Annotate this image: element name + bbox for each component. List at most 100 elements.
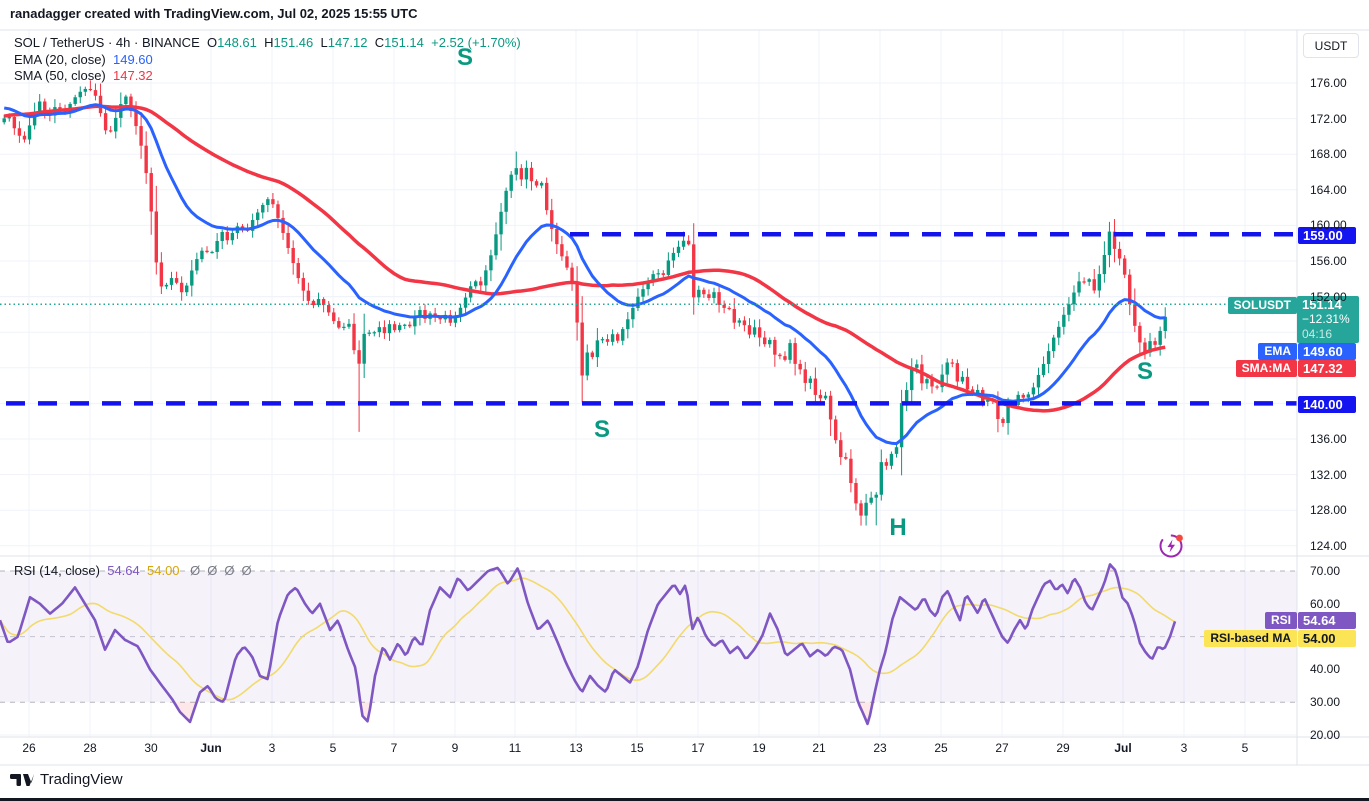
- rsi-legend-value: 54.64: [107, 563, 140, 578]
- price-change-percent: −12.31%: [1302, 312, 1350, 326]
- ohlc-close: 151.14: [384, 35, 424, 50]
- time-tick-label: 11: [508, 741, 522, 755]
- ema-legend[interactable]: EMA (20, close) 149.60: [14, 52, 153, 67]
- ema-axis-tag: EMA: [1258, 343, 1297, 360]
- upper-level-price-badge: 159.00: [1298, 227, 1356, 244]
- legend-separator: ·: [107, 35, 116, 50]
- sma-legend-label: SMA (50, close): [14, 68, 106, 83]
- time-tick-label: 27: [995, 741, 1009, 755]
- sma-50-line: [3, 104, 1166, 413]
- price-tick-label: 124.00: [1310, 538, 1347, 553]
- time-tick-label: 13: [569, 741, 583, 755]
- time-tick-label: 19: [752, 741, 766, 755]
- rsi-tag-label: RSI: [1264, 612, 1297, 629]
- gridlines: [0, 30, 1297, 737]
- rsi-value-badge: 54.64: [1298, 612, 1356, 629]
- symbol-tag-label: SOLUSDT: [1227, 297, 1297, 314]
- symbol-exchange: BINANCE: [141, 35, 200, 50]
- time-tick-label: 3: [1180, 741, 1188, 755]
- time-tick-label: Jun: [200, 741, 222, 755]
- rsi-legend-label: RSI (14, close): [14, 563, 100, 578]
- sma-value-badge: 147.32: [1298, 360, 1356, 377]
- bottom-border-bar: [0, 798, 1369, 801]
- candlestick-series: [2, 80, 1167, 526]
- ema-20-line: [3, 103, 1166, 446]
- time-tick-label: Jul: [1114, 741, 1132, 755]
- time-tick-label: 9: [451, 741, 459, 755]
- rsi-tick-label: 20.00: [1310, 728, 1341, 742]
- ohlc-low-label: L: [320, 35, 328, 50]
- price-tick-label: 164.00: [1310, 182, 1347, 197]
- time-tick-label: 28: [83, 741, 97, 755]
- indicator-action-icon[interactable]: Ø: [224, 563, 235, 578]
- rsi-axis-tag: RSI: [1264, 612, 1297, 629]
- symbol-axis-tag: SOLUSDT: [1227, 297, 1297, 314]
- attribution-text: ranadagger created with TradingView.com,…: [10, 6, 418, 21]
- time-tick-label: 26: [22, 741, 36, 755]
- head-shoulders-letter: S: [593, 416, 611, 443]
- time-tick-label: 7: [390, 741, 398, 755]
- lightning-ideas-icon[interactable]: [1158, 531, 1186, 559]
- indicator-action-icon[interactable]: Ø: [207, 563, 218, 578]
- price-tick-label: 172.00: [1310, 111, 1347, 126]
- time-tick-label: 15: [630, 741, 644, 755]
- time-tick-label: 5: [329, 741, 337, 755]
- sma-axis-tag: SMA:MA: [1235, 360, 1297, 377]
- rsi-tick-label: 70.00: [1310, 564, 1341, 578]
- rsi-ma-value-badge: 54.00: [1298, 630, 1356, 647]
- time-tick-label: 3: [268, 741, 276, 755]
- head-shoulders-letter: H: [889, 514, 907, 541]
- price-tick-label: 136.00: [1310, 432, 1347, 446]
- rsi-ma-tag-label: RSI-based MA: [1204, 630, 1297, 647]
- rsi-ma-line: [0, 577, 1176, 701]
- indicator-action-icon[interactable]: Ø: [241, 563, 252, 578]
- rsi-extreme-fill: [175, 702, 875, 724]
- rsi-ma-legend-value: 54.00: [147, 563, 180, 578]
- head-shoulders-letter: S: [456, 44, 474, 71]
- ema-tag-label: EMA: [1258, 343, 1297, 360]
- ema-legend-label: EMA (20, close): [14, 52, 106, 67]
- bar-countdown: 04:16: [1302, 327, 1333, 341]
- currency-toggle-button[interactable]: USDT: [1303, 33, 1359, 58]
- indicator-action-icon[interactable]: Ø: [190, 563, 201, 578]
- lower-level-price-badge: 140.00: [1298, 396, 1356, 413]
- time-tick-label: 30: [144, 741, 158, 755]
- last-price: 151.14: [1302, 297, 1342, 312]
- ohlc-low: 147.12: [327, 35, 368, 50]
- rsi-extreme-fill: [490, 564, 1118, 571]
- symbol-legend[interactable]: SOL / TetherUS · 4h · BINANCE O148.61 H1…: [14, 35, 521, 50]
- ema-value-badge: 149.60: [1298, 343, 1356, 360]
- rsi-tick-label: 30.00: [1310, 695, 1341, 710]
- time-tick-label: 23: [873, 741, 887, 755]
- price-tick-label: 168.00: [1310, 147, 1347, 162]
- sma-legend[interactable]: SMA (50, close) 147.32: [14, 68, 153, 83]
- rsi-ma-axis-tag: RSI-based MA: [1204, 630, 1297, 647]
- price-tick-label: 160.00: [1310, 218, 1347, 233]
- ohlc-change: +2.52 (+1.70%): [431, 35, 521, 50]
- tradingview-logo-mark: [10, 773, 34, 786]
- price-tick-label: 132.00: [1310, 467, 1347, 482]
- rsi-line: [0, 563, 1177, 726]
- symbol-interval: 4h: [115, 35, 131, 50]
- price-tick-label: 156.00: [1310, 254, 1347, 268]
- legend-separator: ·: [134, 35, 142, 50]
- head-shoulders-letter: S: [1136, 358, 1154, 385]
- ohlc-close-label: C: [374, 35, 385, 50]
- price-tick-label: 152.00: [1310, 289, 1347, 304]
- symbol-title: SOL / TetherUS: [14, 35, 105, 50]
- time-tick-label: 29: [1056, 741, 1070, 755]
- last-price-badge: 151.14 −12.31% 04:16: [1297, 296, 1359, 343]
- ema-legend-value: 149.60: [113, 52, 153, 67]
- sma-legend-value: 147.32: [113, 68, 153, 83]
- sma-tag-label: SMA:MA: [1235, 360, 1297, 377]
- ohlc-open-label: O: [206, 35, 218, 50]
- time-tick-label: 21: [812, 741, 826, 755]
- time-tick-label: 25: [934, 741, 948, 755]
- tradingview-logo-text: TradingView: [40, 771, 123, 788]
- tradingview-logo[interactable]: TradingView: [10, 771, 123, 788]
- rsi-tick-label: 40.00: [1310, 662, 1341, 677]
- ohlc-high-label: H: [264, 35, 274, 50]
